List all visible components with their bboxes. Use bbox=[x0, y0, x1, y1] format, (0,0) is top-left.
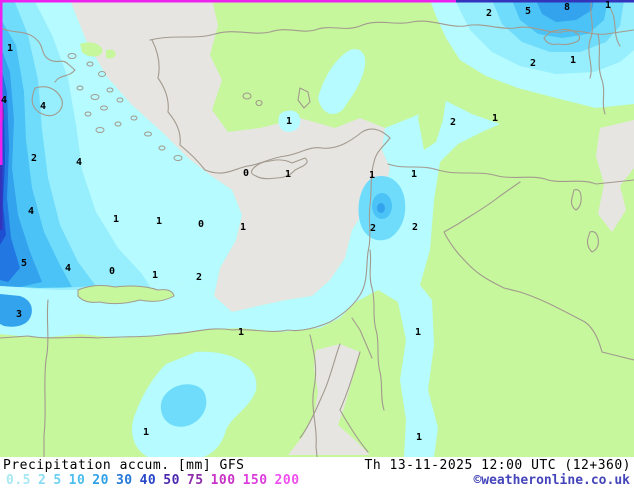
trace-region-anatolia bbox=[70, 0, 390, 312]
egypt-coast-blob-20 bbox=[0, 294, 32, 327]
precip-label: 1 bbox=[7, 43, 13, 54]
precip-label: 1 bbox=[113, 214, 119, 225]
precip-label: 2 bbox=[31, 153, 37, 164]
precip-label: 1 bbox=[285, 169, 291, 180]
precip-label: 5 bbox=[21, 258, 27, 269]
legend-value: 50 bbox=[163, 473, 180, 488]
precip-label: 3 bbox=[16, 309, 22, 320]
map-footer: Precipitation accum. [mm] GFS Th 13-11-2… bbox=[0, 457, 634, 490]
precip-label: 2 bbox=[530, 58, 536, 69]
precip-patch-coast bbox=[278, 110, 301, 132]
precip-label: 2 bbox=[450, 117, 456, 128]
legend-value: 30 bbox=[115, 473, 133, 488]
precip-label: 8 bbox=[564, 2, 570, 13]
precip-label: 1 bbox=[411, 169, 417, 180]
precip-label: 1 bbox=[143, 427, 149, 438]
precip-label: 4 bbox=[76, 157, 82, 168]
precip-label: 5 bbox=[525, 6, 531, 17]
precip-label: 4 bbox=[65, 263, 71, 274]
precip-label: 0 bbox=[198, 219, 204, 230]
lebanon-blob-20 bbox=[377, 203, 385, 213]
precip-label: 1 bbox=[156, 216, 162, 227]
legend-value: 20 bbox=[92, 473, 109, 488]
crete-island bbox=[77, 285, 175, 305]
frame-left-magenta bbox=[0, 0, 3, 165]
precip-label: 1 bbox=[416, 432, 422, 443]
precip-region-levant bbox=[0, 95, 500, 457]
legend-value: 0.5 bbox=[6, 473, 31, 488]
precipitation-map: 1 4 4 2 4 4 5 4 3 1 1 0 0 1 2 0 1 1 1 1 1 2 2 1 1 1 1 2 1 2 5 8 1 2 1 bbox=[0, 0, 634, 457]
west-storm-20 bbox=[0, 45, 42, 287]
legend-value: 75 bbox=[186, 473, 204, 488]
precip-color-scale: 0.5 2 5 10 20 30 40 50 75 100 150 200 bbox=[6, 473, 307, 488]
precip-label: 2 bbox=[370, 223, 376, 234]
precip-label: 1 bbox=[238, 327, 244, 338]
precip-label: 4 bbox=[28, 206, 34, 217]
precip-label: 1 bbox=[152, 270, 158, 281]
map-valid-time: Th 13-11-2025 12:00 UTC (12+360) bbox=[364, 458, 631, 473]
frame-top-magenta bbox=[0, 0, 456, 3]
precip-label: 2 bbox=[412, 222, 418, 233]
copyright-link[interactable]: ©weatheronline.co.uk bbox=[473, 473, 630, 488]
precip-label: 1 bbox=[286, 116, 292, 127]
green-patch-ngreece2 bbox=[106, 49, 116, 59]
zero-tongue-syria bbox=[418, 88, 446, 150]
trace-region-sinai-redsea bbox=[288, 344, 370, 455]
map-title: Precipitation accum. [mm] GFS bbox=[3, 458, 245, 473]
legend-value: 2 bbox=[37, 473, 47, 488]
legend-value: 100 bbox=[210, 473, 236, 488]
legend-value: 40 bbox=[139, 473, 157, 488]
precip-label: 1 bbox=[570, 55, 576, 66]
precip-label: 4 bbox=[1, 95, 7, 106]
precip-label: 1 bbox=[415, 327, 421, 338]
precip-label: 2 bbox=[486, 8, 492, 19]
precip-value-labels: 1 4 4 2 4 4 5 4 3 1 1 0 0 1 2 0 1 1 1 1 1 2 2 1 1 1 1 2 1 2 5 8 1 2 1 bbox=[1, 0, 611, 443]
legend-value: 150 bbox=[242, 473, 268, 488]
legend-value: 5 bbox=[53, 473, 62, 488]
precip-label: 1 bbox=[369, 170, 375, 181]
frame-left-navy bbox=[0, 165, 3, 230]
precip-label: 1 bbox=[240, 222, 246, 233]
ne-storm-20 bbox=[536, 0, 594, 22]
coastlines bbox=[0, 0, 634, 457]
precip-label: 2 bbox=[196, 272, 202, 283]
precip-label: 0 bbox=[243, 168, 249, 179]
green-patch-ngreece bbox=[80, 42, 103, 57]
trace-region-east-edge bbox=[596, 120, 634, 232]
legend-value: 10 bbox=[68, 473, 86, 488]
precip-label: 4 bbox=[40, 101, 46, 112]
precip-label: 0 bbox=[109, 266, 115, 277]
precip-label: 1 bbox=[492, 113, 498, 124]
precip-label: 1 bbox=[605, 0, 611, 11]
frame-top-navy bbox=[456, 0, 634, 3]
legend-value: 200 bbox=[274, 473, 300, 488]
redsea-blob-5 bbox=[160, 384, 207, 427]
precip-patch-central-turkey bbox=[318, 49, 366, 114]
